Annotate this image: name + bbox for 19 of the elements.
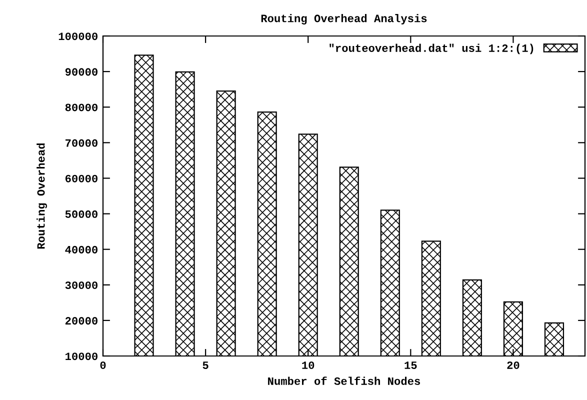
chart-title: Routing Overhead Analysis [261, 14, 427, 24]
x-tick-label: 15 [404, 362, 417, 370]
y-tick-label: 40000 [65, 246, 98, 254]
x-axis-title: Number of Selfish Nodes [268, 376, 420, 385]
y-tick-label: 20000 [65, 317, 98, 325]
y-tick-label: 100000 [58, 32, 98, 40]
x-tick-label: 0 [100, 361, 106, 370]
y-tick-label: 50000 [65, 210, 98, 218]
y-tick-label: 90000 [65, 68, 98, 76]
y-tick-label: 30000 [65, 281, 98, 290]
x-tick-label: 10 [302, 361, 314, 370]
y-tick-label: 60000 [65, 174, 98, 182]
y-axis-title: Routing Overhead [36, 143, 48, 249]
x-tick-label: 5 [202, 362, 208, 370]
y-tick-label: 10000 [66, 352, 98, 360]
y-tick-label: 80000 [65, 104, 98, 112]
legend-label: "routeoverhead.dat" usi 1:2:(1) [330, 44, 534, 54]
y-tick-label: 70000 [66, 139, 98, 147]
x-tick-label: 20 [507, 361, 520, 370]
